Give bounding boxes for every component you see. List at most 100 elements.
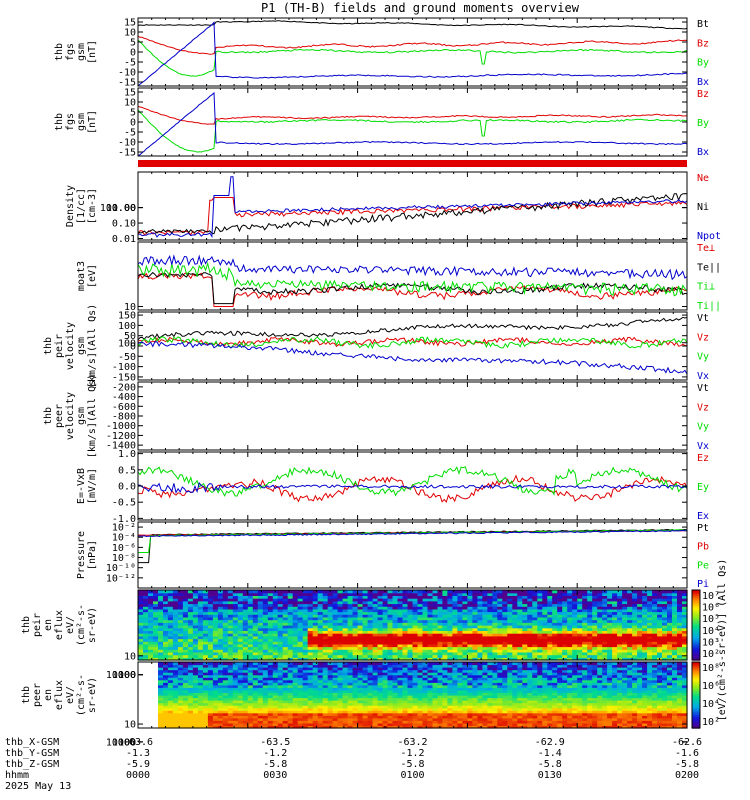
spectrogram-cell xyxy=(158,674,164,678)
spectrogram-cell xyxy=(192,725,199,729)
spectrogram-cell xyxy=(327,692,334,696)
spectrogram-cell xyxy=(217,646,224,650)
spectrogram-cell xyxy=(192,630,199,634)
spectrogram-cell xyxy=(462,598,468,602)
spectrogram-cell xyxy=(237,603,244,607)
spectrogram-cell xyxy=(352,720,359,724)
spectrogram-cell xyxy=(522,643,528,648)
spectrogram-cell xyxy=(462,641,468,645)
spectrogram-cell xyxy=(367,619,374,623)
spectrogram-cell xyxy=(322,667,329,671)
spectrogram-cell xyxy=(302,625,309,629)
spectrogram-cell xyxy=(527,625,533,629)
spectrogram-cell xyxy=(153,651,159,656)
spectrogram-cell xyxy=(332,715,339,719)
spectrogram-cell xyxy=(222,625,229,629)
spectrogram-cell xyxy=(342,697,349,701)
spectrogram-cell xyxy=(357,633,364,637)
spectrogram-cell xyxy=(562,616,568,621)
spectrogram-cell xyxy=(222,657,229,661)
spectrogram-cell xyxy=(337,622,344,626)
spectrogram-cell xyxy=(247,707,254,711)
spectrogram-cell xyxy=(547,608,553,613)
spectrogram-cell xyxy=(502,608,508,613)
spectrogram-cell xyxy=(177,705,184,709)
spectrogram-cell xyxy=(217,679,224,683)
spectrogram-cell xyxy=(312,667,319,671)
spectrogram-cell xyxy=(227,635,234,640)
spectrogram-cell xyxy=(462,608,468,613)
colorbar-tick-label: 10⁴ xyxy=(702,626,720,637)
spectrogram-cell xyxy=(417,622,424,626)
spectrogram-cell xyxy=(612,627,618,631)
legend-by: By xyxy=(697,118,709,129)
spectrogram-cell xyxy=(153,630,159,634)
spectrogram-cell xyxy=(332,672,339,676)
spectrogram-cell xyxy=(312,635,319,640)
spectrogram-cell xyxy=(292,638,299,642)
spectrogram-cell xyxy=(272,689,279,693)
spectrogram-cell xyxy=(377,608,384,613)
spectrogram-cell xyxy=(317,689,324,693)
spectrogram-cell xyxy=(517,625,523,629)
spectrogram-cell xyxy=(562,627,568,631)
spectrogram-cell xyxy=(242,715,249,719)
spectrogram-cell xyxy=(267,643,274,648)
spectrogram-cell xyxy=(517,619,523,623)
spectrogram-cell xyxy=(297,720,304,724)
spectrogram-cell xyxy=(272,687,279,691)
spectrogram-cell xyxy=(522,606,528,610)
spectrogram-cell xyxy=(297,725,304,729)
spectrogram-cell xyxy=(617,606,623,610)
spectrogram-cell xyxy=(647,603,653,607)
spectrogram-cell xyxy=(222,595,229,599)
spectrogram-cell xyxy=(472,598,478,602)
spectrogram-cell xyxy=(242,622,249,626)
spectrogram-cell xyxy=(662,606,668,610)
spectrogram-cell xyxy=(377,638,384,642)
spectrogram-cell xyxy=(417,627,424,631)
spectrogram-cell xyxy=(302,595,309,599)
spectrogram-cell xyxy=(357,611,364,615)
spectrogram-cell xyxy=(447,630,453,634)
spectrogram-cell xyxy=(457,598,463,602)
spectrogram-cell xyxy=(212,622,219,626)
spectrogram-cell xyxy=(242,672,249,676)
spectrogram-cell xyxy=(317,717,324,721)
spectrogram-cell xyxy=(227,687,234,691)
spectrogram-cell xyxy=(322,649,329,653)
spectrogram-cell xyxy=(377,590,384,594)
spectrogram-cell xyxy=(307,592,314,596)
spectrogram-cell xyxy=(522,630,528,634)
spectrogram-cell xyxy=(332,695,339,699)
spectrogram-cell xyxy=(337,657,344,661)
spectrogram-cell xyxy=(377,622,384,626)
spectrogram-cell xyxy=(352,662,359,666)
spectrogram-cell xyxy=(367,697,374,701)
spectrogram-cell xyxy=(422,635,429,640)
spectrogram-cell xyxy=(417,592,424,596)
spectrogram-cell xyxy=(357,705,364,709)
spectrogram-cell xyxy=(212,592,219,596)
spectrogram-cell xyxy=(587,595,593,599)
spectrogram-cell xyxy=(382,651,389,656)
spectrogram-cell xyxy=(547,600,553,605)
spectrogram-cell xyxy=(637,638,643,642)
spectrogram-cell xyxy=(667,657,673,661)
spectrogram-cell xyxy=(462,657,468,661)
spectrogram-cell xyxy=(412,600,419,605)
spectrogram-cell xyxy=(402,641,409,645)
spectrogram-cell xyxy=(272,616,279,621)
spectrogram-cell xyxy=(287,641,294,645)
spectrogram-cell xyxy=(177,643,184,648)
spectrogram-cell xyxy=(202,717,209,721)
spectrogram-cell xyxy=(252,608,259,613)
spectrogram-cell xyxy=(577,641,583,645)
spectrogram-cell xyxy=(277,697,284,701)
spectrogram-cell xyxy=(182,619,189,623)
spectrogram-cell xyxy=(262,672,269,676)
spectrogram-cell xyxy=(163,710,169,714)
spectrogram-cell xyxy=(158,627,164,631)
spectrogram-cell xyxy=(632,651,638,656)
spectrogram-cell xyxy=(177,657,184,661)
